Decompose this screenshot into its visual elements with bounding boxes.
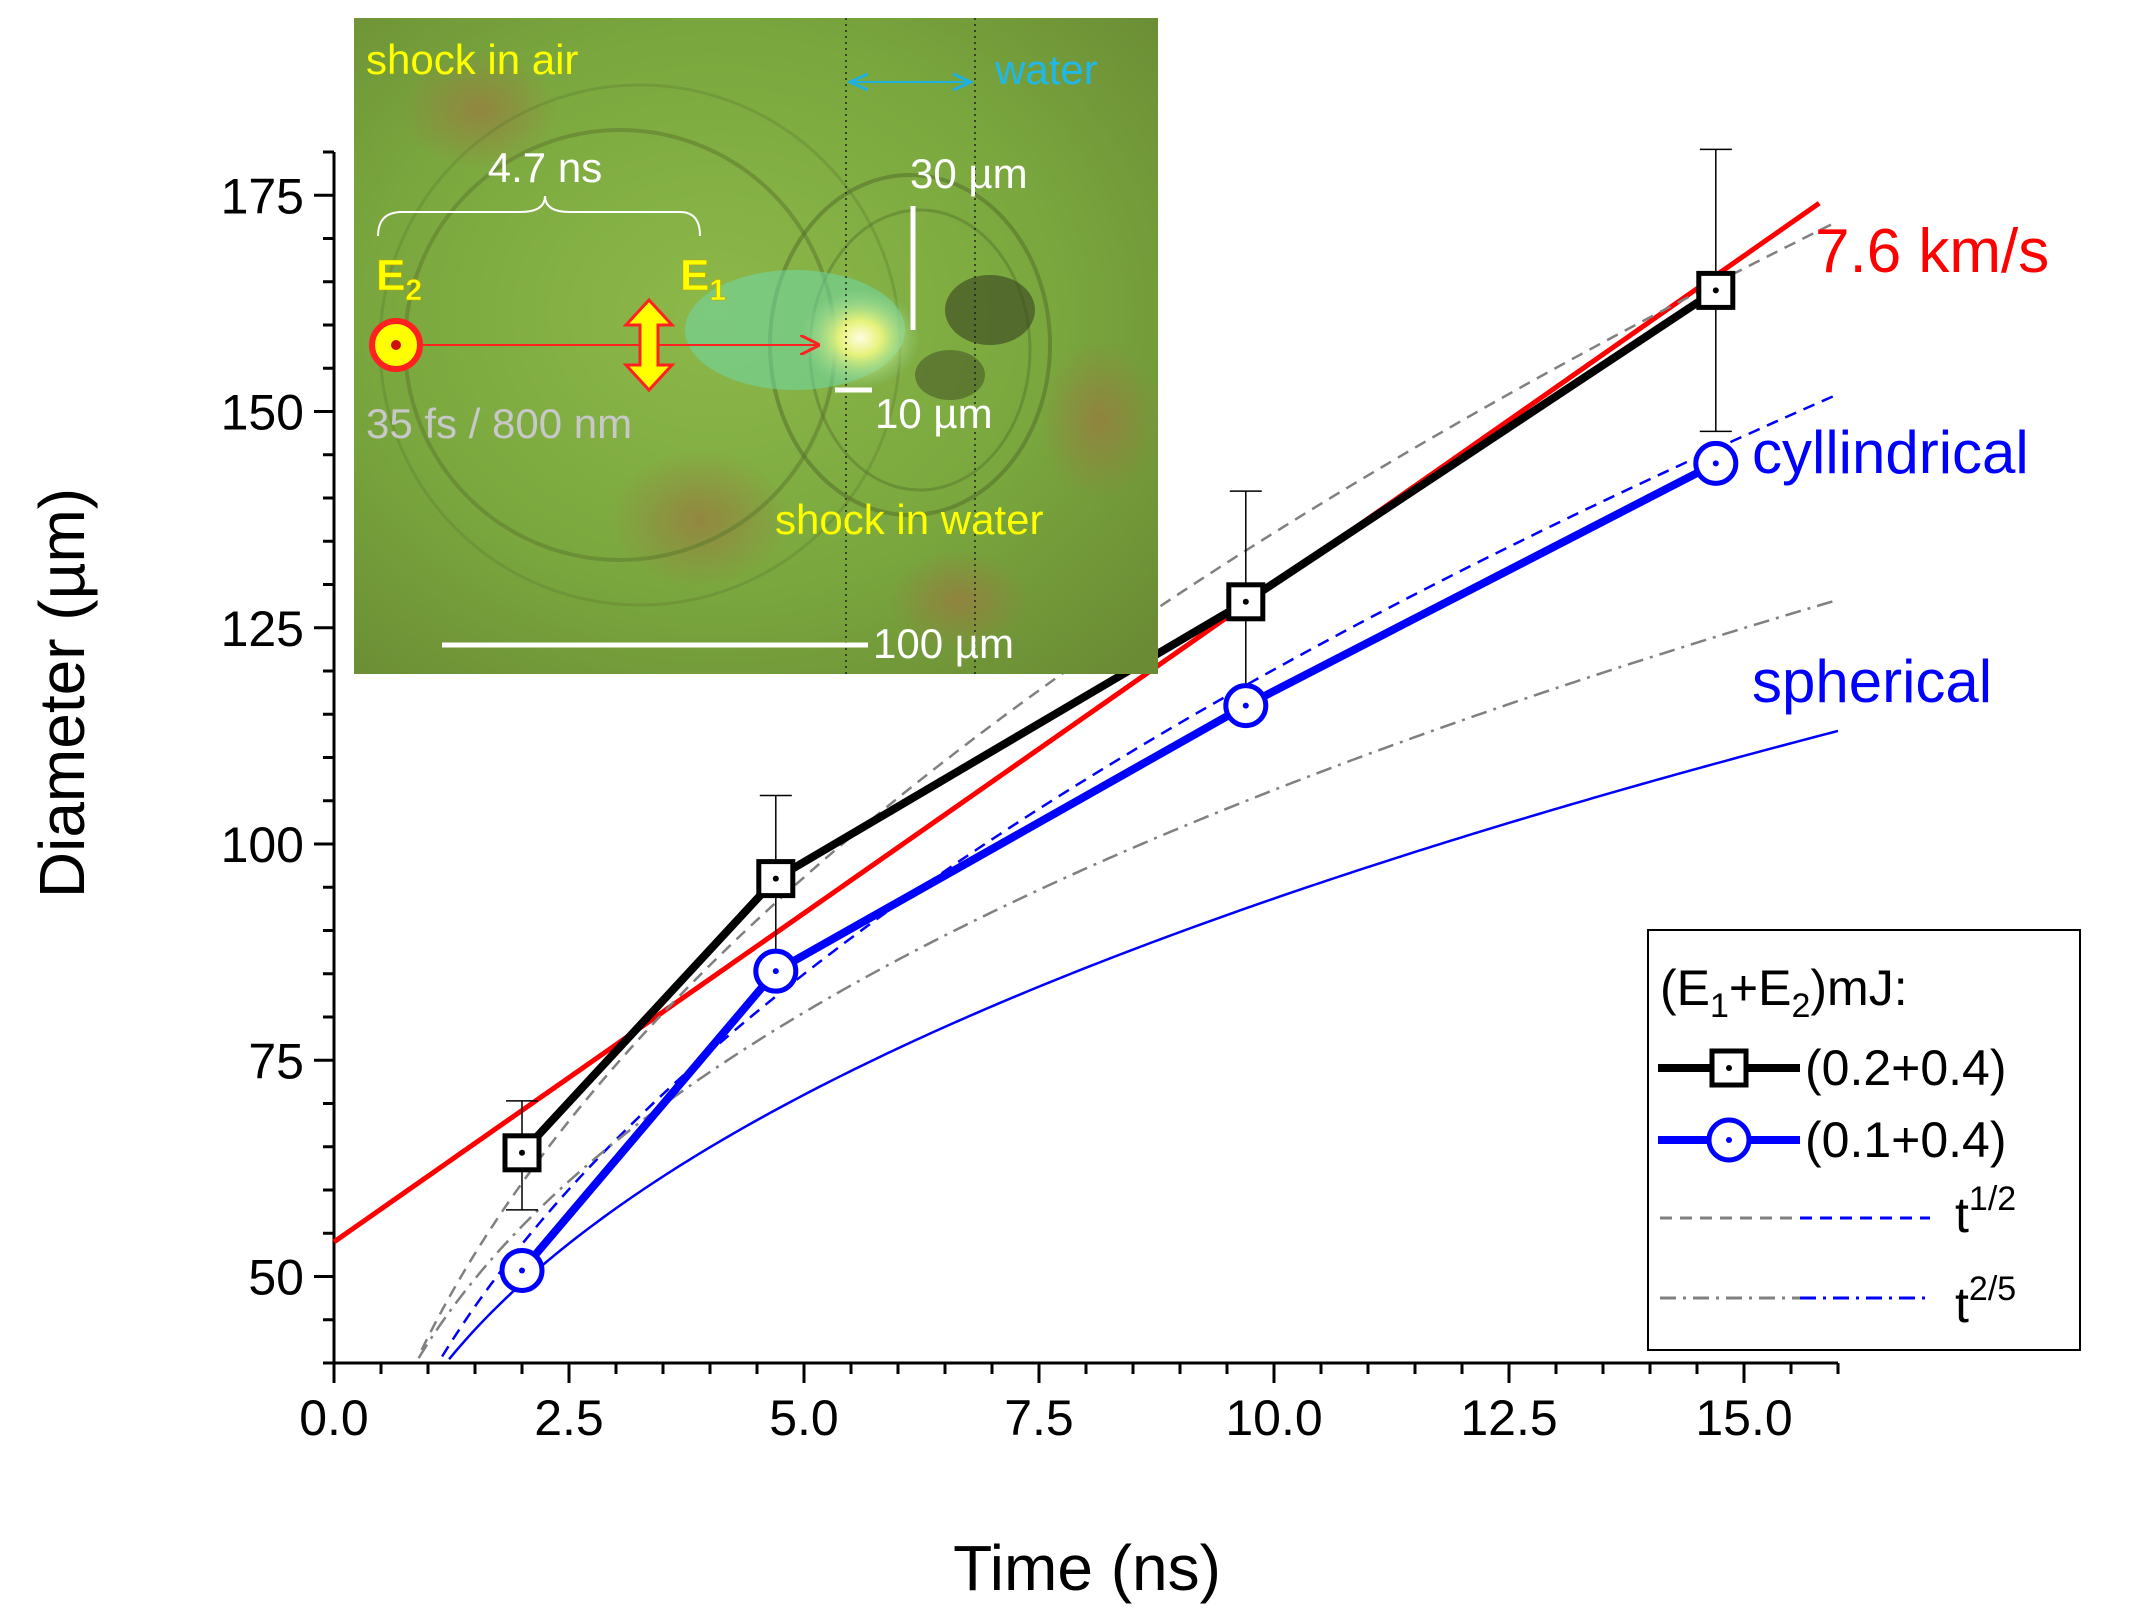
e2-polarization-dot — [391, 340, 401, 350]
axes: 0.0 2.5 5.0 7.5 10.0 12.5 15.0 50 75 100 125 150 175 — [221, 150, 1840, 1446]
x-tick-label: 12.5 — [1460, 1390, 1557, 1446]
inset-pulse-label: 35 fs / 800 nm — [366, 400, 632, 447]
legend-marker-square-dot — [1726, 1065, 1732, 1071]
series-line-1 — [518, 459, 1718, 1274]
inset-image: water shock in air 4.7 ns 30 µm E2 E1 35… — [354, 18, 1160, 674]
legend-label-thalf: t1/2 — [1955, 1180, 2016, 1243]
data-point-center — [1712, 460, 1719, 467]
inset-shock-water-label: shock in water — [775, 496, 1043, 543]
y-axis-label: Diameter (µm) — [26, 488, 98, 898]
inset-e2-label: E2 — [376, 251, 422, 307]
cylindrical-annotation: cyllindrical — [1752, 419, 2029, 486]
data-point-center — [519, 1267, 525, 1274]
legend-label-1: (0.2+0.4) — [1805, 1040, 2007, 1096]
flash-spot — [800, 288, 920, 388]
x-tick-label: 0.0 — [299, 1390, 369, 1446]
inset-dark-patch-4 — [890, 550, 1030, 650]
y-tick-label: 50 — [248, 1250, 304, 1306]
fit-curve-2 — [441, 393, 1839, 1358]
spherical-annotation: spherical — [1752, 648, 1992, 715]
inset-scale-30-label: 30 µm — [910, 150, 1028, 197]
inset-time-gap-label: 4.7 ns — [488, 144, 602, 191]
data-point-center — [519, 1149, 525, 1156]
inset-e1-label: E1 — [680, 251, 726, 307]
legend-title: (E1+E2)mJ: — [1660, 960, 1908, 1025]
velocity-annotation: 7.6 km/s — [1815, 217, 2049, 286]
e1-polarization-arrow — [622, 297, 676, 393]
inset-shock-air-label: shock in air — [366, 36, 578, 83]
x-tick-label: 15.0 — [1695, 1390, 1792, 1446]
y-tick-label: 175 — [221, 168, 304, 224]
legend-marker-circle-dot — [1726, 1137, 1732, 1143]
inset-dark-patch-3 — [1040, 340, 1160, 500]
inset-dark-patch-2 — [400, 50, 560, 170]
inset-scale-10-label: 10 µm — [875, 390, 993, 437]
inset-scale-100-label: 100 µm — [873, 620, 1014, 667]
data-point-center — [1242, 702, 1249, 709]
legend: (E1+E2)mJ: (0.2+0.4) (0.1+0.4) t1/2 t2/5 — [1647, 929, 2081, 1351]
data-point-center — [1712, 287, 1719, 294]
data-series — [499, 148, 1739, 1293]
series-line-0 — [519, 287, 1719, 1156]
fit-curve-0 — [332, 201, 1821, 1244]
data-point-square — [1226, 582, 1266, 622]
y-tick-label: 75 — [248, 1033, 304, 1089]
x-tick-label: 2.5 — [534, 1390, 604, 1446]
fit-curve-3 — [417, 598, 1839, 1359]
fit-curve-4 — [448, 729, 1839, 1360]
y-tick-label: 100 — [221, 817, 304, 873]
x-tick-label: 10.0 — [1225, 1390, 1322, 1446]
data-point-center — [772, 875, 779, 882]
y-tick-label: 150 — [221, 385, 304, 441]
time-gap-brace — [377, 195, 701, 237]
data-point-center — [772, 968, 779, 975]
data-point-center — [1242, 598, 1249, 605]
x-tick-label: 7.5 — [1004, 1390, 1074, 1446]
legend-label-2: (0.1+0.4) — [1805, 1112, 2007, 1168]
legend-label-ttwofifth: t2/5 — [1955, 1270, 2016, 1333]
cavitation-dark-2 — [915, 350, 985, 400]
y-tick-label: 125 — [221, 601, 304, 657]
inset-dark-patch — [610, 450, 790, 590]
x-tick-label: 5.0 — [769, 1390, 839, 1446]
cavitation-dark — [945, 275, 1035, 345]
x-axis-label: Time (ns) — [953, 1532, 1221, 1604]
inset-water-label: water — [994, 46, 1098, 93]
